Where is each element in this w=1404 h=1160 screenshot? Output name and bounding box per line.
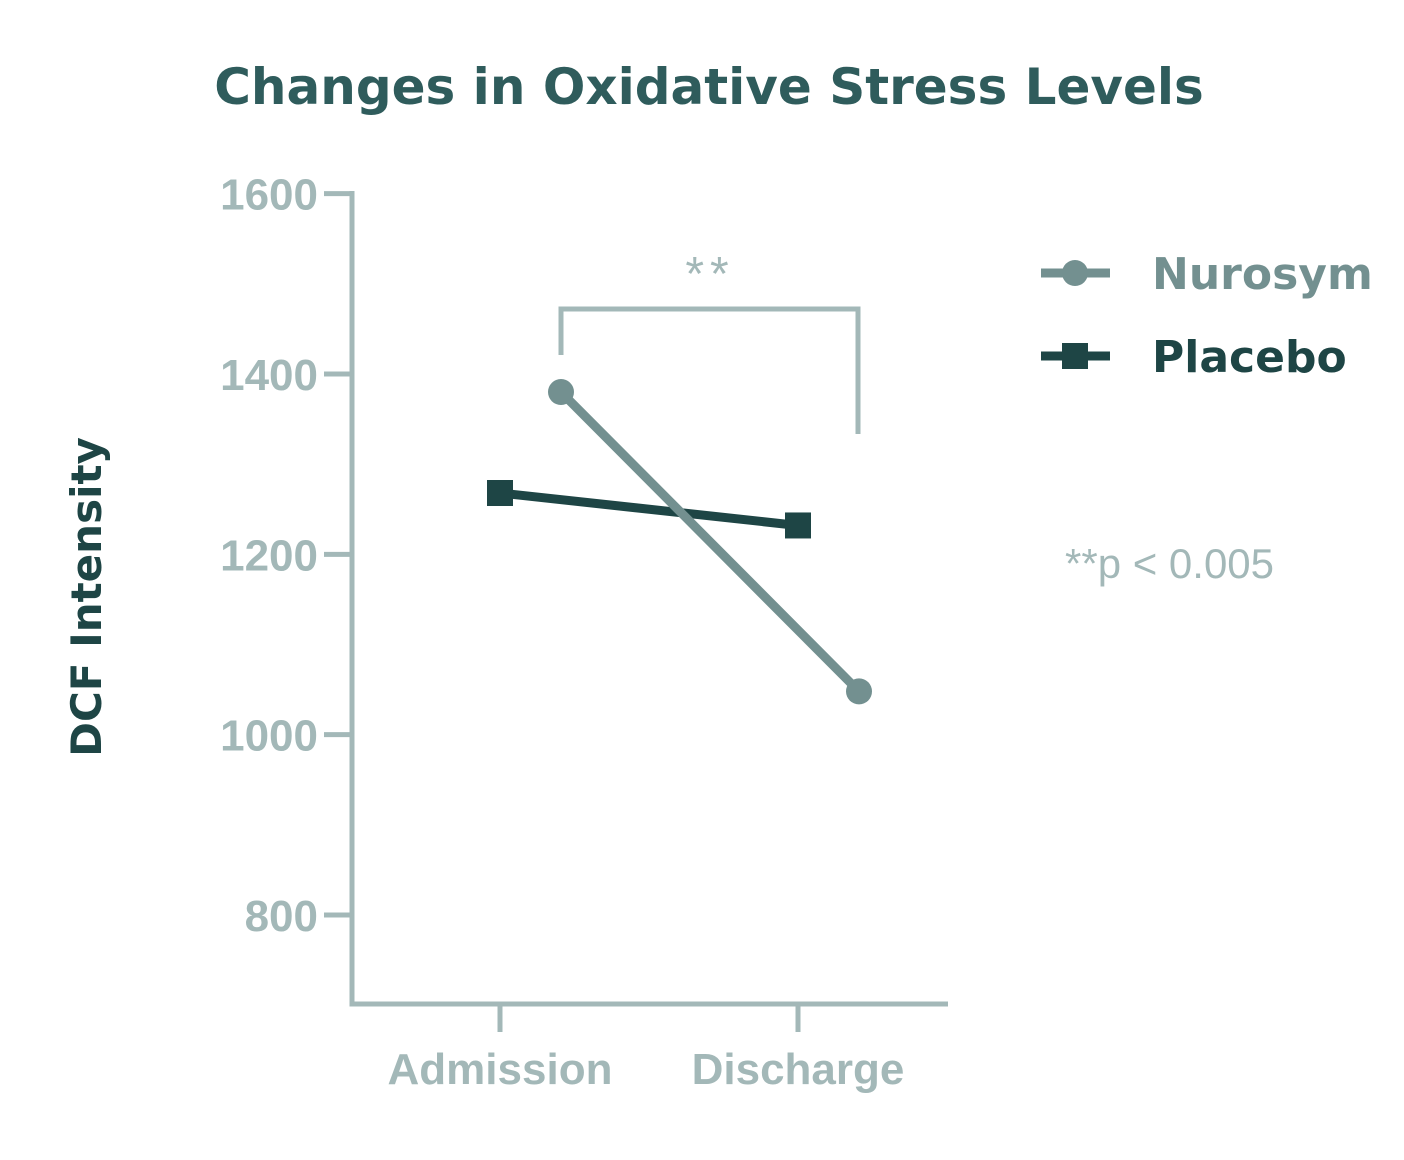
series-placebo <box>487 480 811 539</box>
data-point-nurosym <box>846 678 872 705</box>
legend-marker-square <box>1062 343 1088 369</box>
series-layer <box>487 379 872 705</box>
axes <box>349 191 948 1007</box>
significance-bracket <box>558 306 861 434</box>
y-tick-label: 1000 <box>220 712 318 761</box>
axis-lines <box>349 191 948 1007</box>
x-tick-label: Admission <box>388 1045 613 1094</box>
legend: Nurosym Placebo <box>1041 249 1373 383</box>
series-line-placebo <box>495 488 803 530</box>
significance-label: ** <box>685 248 734 301</box>
legend-label: Nurosym <box>1152 249 1373 300</box>
legend-label: Placebo <box>1152 332 1347 383</box>
y-tick-label: 1400 <box>220 351 318 400</box>
y-tick-label: 1600 <box>220 171 318 220</box>
significance-bracket-line <box>558 306 861 434</box>
y-axis-label: DCF Intensity <box>62 437 111 757</box>
series-line-nurosym <box>556 387 864 696</box>
data-point-placebo <box>487 480 513 507</box>
data-point-nurosym <box>548 379 574 406</box>
legend-item-nurosym: Nurosym <box>1041 249 1373 300</box>
x-axis-ticks: Admission Discharge <box>388 1004 905 1094</box>
y-tick-label: 1200 <box>220 531 318 580</box>
legend-marker-circle <box>1062 260 1088 286</box>
series-nurosym <box>548 379 872 705</box>
data-point-placebo <box>785 512 811 539</box>
legend-item-placebo: Placebo <box>1041 332 1347 383</box>
x-tick-label: Discharge <box>692 1045 905 1094</box>
chart-title: Changes in Oxidative Stress Levels <box>214 58 1204 116</box>
significance-note: **p < 0.005 <box>1065 540 1274 587</box>
y-tick-label: 800 <box>245 892 318 941</box>
y-axis-ticks: 800 1000 1200 1400 1600 <box>220 171 352 941</box>
